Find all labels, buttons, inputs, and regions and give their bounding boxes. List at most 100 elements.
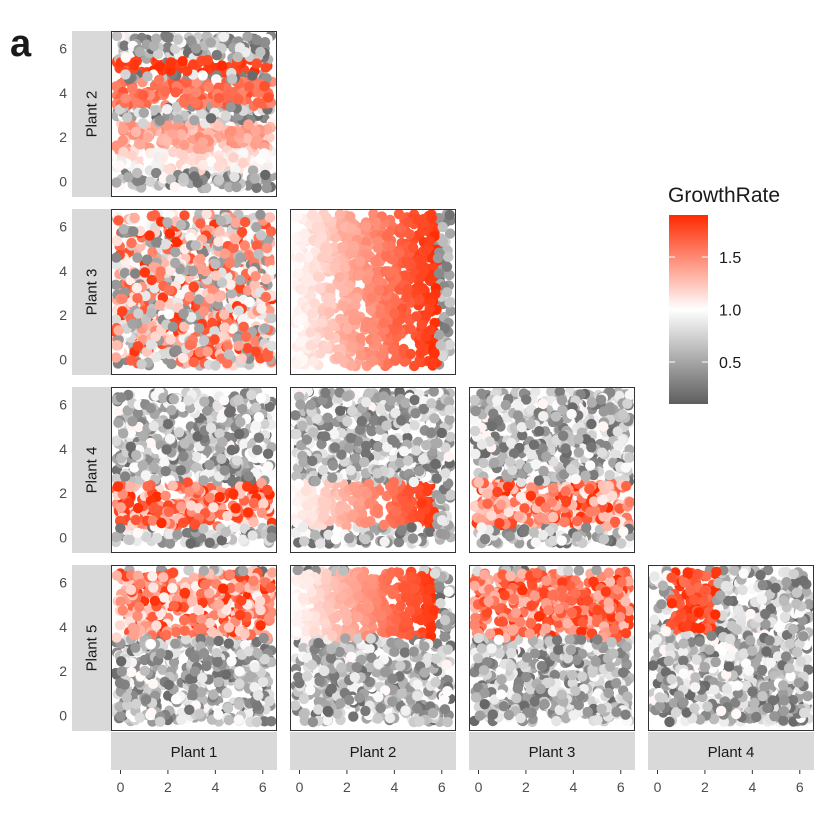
data-point [396, 525, 407, 536]
data-point [265, 226, 277, 237]
data-point [261, 124, 273, 135]
data-point [398, 446, 410, 457]
data-point [360, 448, 372, 459]
data-point [361, 397, 372, 408]
data-point [144, 176, 156, 187]
data-point [390, 407, 401, 419]
data-point [165, 334, 176, 345]
data-point [409, 394, 420, 406]
data-point [222, 510, 233, 522]
data-point [355, 350, 367, 361]
data-point [217, 436, 228, 448]
data-point [126, 237, 137, 249]
data-point [178, 308, 189, 319]
data-point [189, 115, 200, 126]
data-point [127, 83, 138, 95]
data-point [392, 316, 403, 328]
data-point [246, 389, 257, 401]
data-point [420, 244, 432, 255]
data-point [411, 445, 422, 456]
data-point [430, 458, 441, 470]
data-point [355, 256, 366, 267]
data-point [317, 464, 329, 476]
data-point [305, 340, 316, 351]
data-point [315, 538, 326, 549]
data-point [432, 437, 443, 449]
data-point [243, 249, 254, 261]
data-point [430, 288, 441, 300]
data-point [356, 508, 368, 519]
data-point [150, 33, 162, 44]
data-point [317, 317, 328, 328]
data-point [111, 435, 122, 447]
data-point [344, 533, 355, 544]
data-point [302, 500, 313, 512]
data-point [202, 54, 213, 66]
data-point [175, 465, 187, 476]
data-point [224, 181, 235, 193]
data-point [118, 124, 129, 135]
panel-border [290, 387, 456, 553]
data-point [322, 412, 333, 423]
data-point [426, 398, 437, 409]
data-point [290, 410, 301, 421]
data-point [207, 317, 218, 329]
data-point [151, 167, 162, 179]
data-point [291, 470, 302, 482]
data-point [209, 326, 220, 337]
data-point [178, 97, 190, 108]
data-point [226, 444, 237, 456]
data-point [111, 81, 122, 92]
data-point [546, 387, 557, 397]
data-point [205, 422, 217, 434]
data-point [388, 477, 400, 488]
data-point [210, 270, 222, 281]
data-point [233, 395, 244, 406]
data-point [225, 101, 236, 113]
data-point [372, 503, 383, 514]
data-point [307, 455, 318, 467]
data-point [149, 210, 161, 221]
data-point [154, 61, 165, 72]
data-point [137, 460, 148, 471]
facet-panel [290, 387, 456, 553]
data-point [255, 209, 266, 220]
data-point [140, 470, 152, 481]
data-point [136, 359, 147, 370]
data-point [436, 515, 448, 526]
data-point [179, 210, 190, 221]
data-point [117, 135, 128, 146]
data-point [341, 391, 353, 402]
data-point [185, 35, 197, 46]
data-point [236, 226, 248, 238]
data-point [235, 274, 246, 286]
data-point [328, 428, 340, 440]
data-point [161, 136, 173, 147]
data-point [440, 442, 451, 453]
data-point [172, 34, 184, 45]
data-point [124, 481, 136, 493]
data-point [260, 62, 271, 73]
data-point [437, 221, 448, 233]
data-point [233, 305, 244, 316]
data-point [168, 394, 179, 405]
data-point [469, 414, 480, 425]
data-point [334, 505, 345, 516]
data-point [256, 507, 268, 518]
data-point [173, 114, 184, 125]
data-point [360, 534, 371, 545]
data-point [290, 212, 301, 223]
data-point [225, 279, 236, 290]
data-point [213, 236, 224, 247]
data-point [181, 527, 193, 539]
data-point [111, 531, 122, 543]
data-point [320, 242, 331, 253]
data-point [236, 353, 247, 364]
data-point [416, 497, 428, 509]
data-point [119, 267, 131, 279]
data-point [146, 274, 157, 286]
data-point [166, 358, 177, 370]
data-point [227, 73, 238, 85]
y-tick-label: 4 [59, 441, 67, 457]
